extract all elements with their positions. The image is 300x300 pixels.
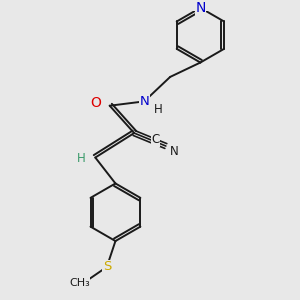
Text: CH₃: CH₃ bbox=[69, 278, 90, 288]
Text: H: H bbox=[76, 152, 85, 166]
Text: S: S bbox=[103, 260, 111, 273]
Text: O: O bbox=[90, 96, 101, 110]
Text: N: N bbox=[140, 95, 149, 108]
Text: N: N bbox=[195, 1, 206, 15]
Text: H: H bbox=[154, 103, 163, 116]
Text: N: N bbox=[169, 145, 178, 158]
Text: C: C bbox=[152, 133, 160, 146]
